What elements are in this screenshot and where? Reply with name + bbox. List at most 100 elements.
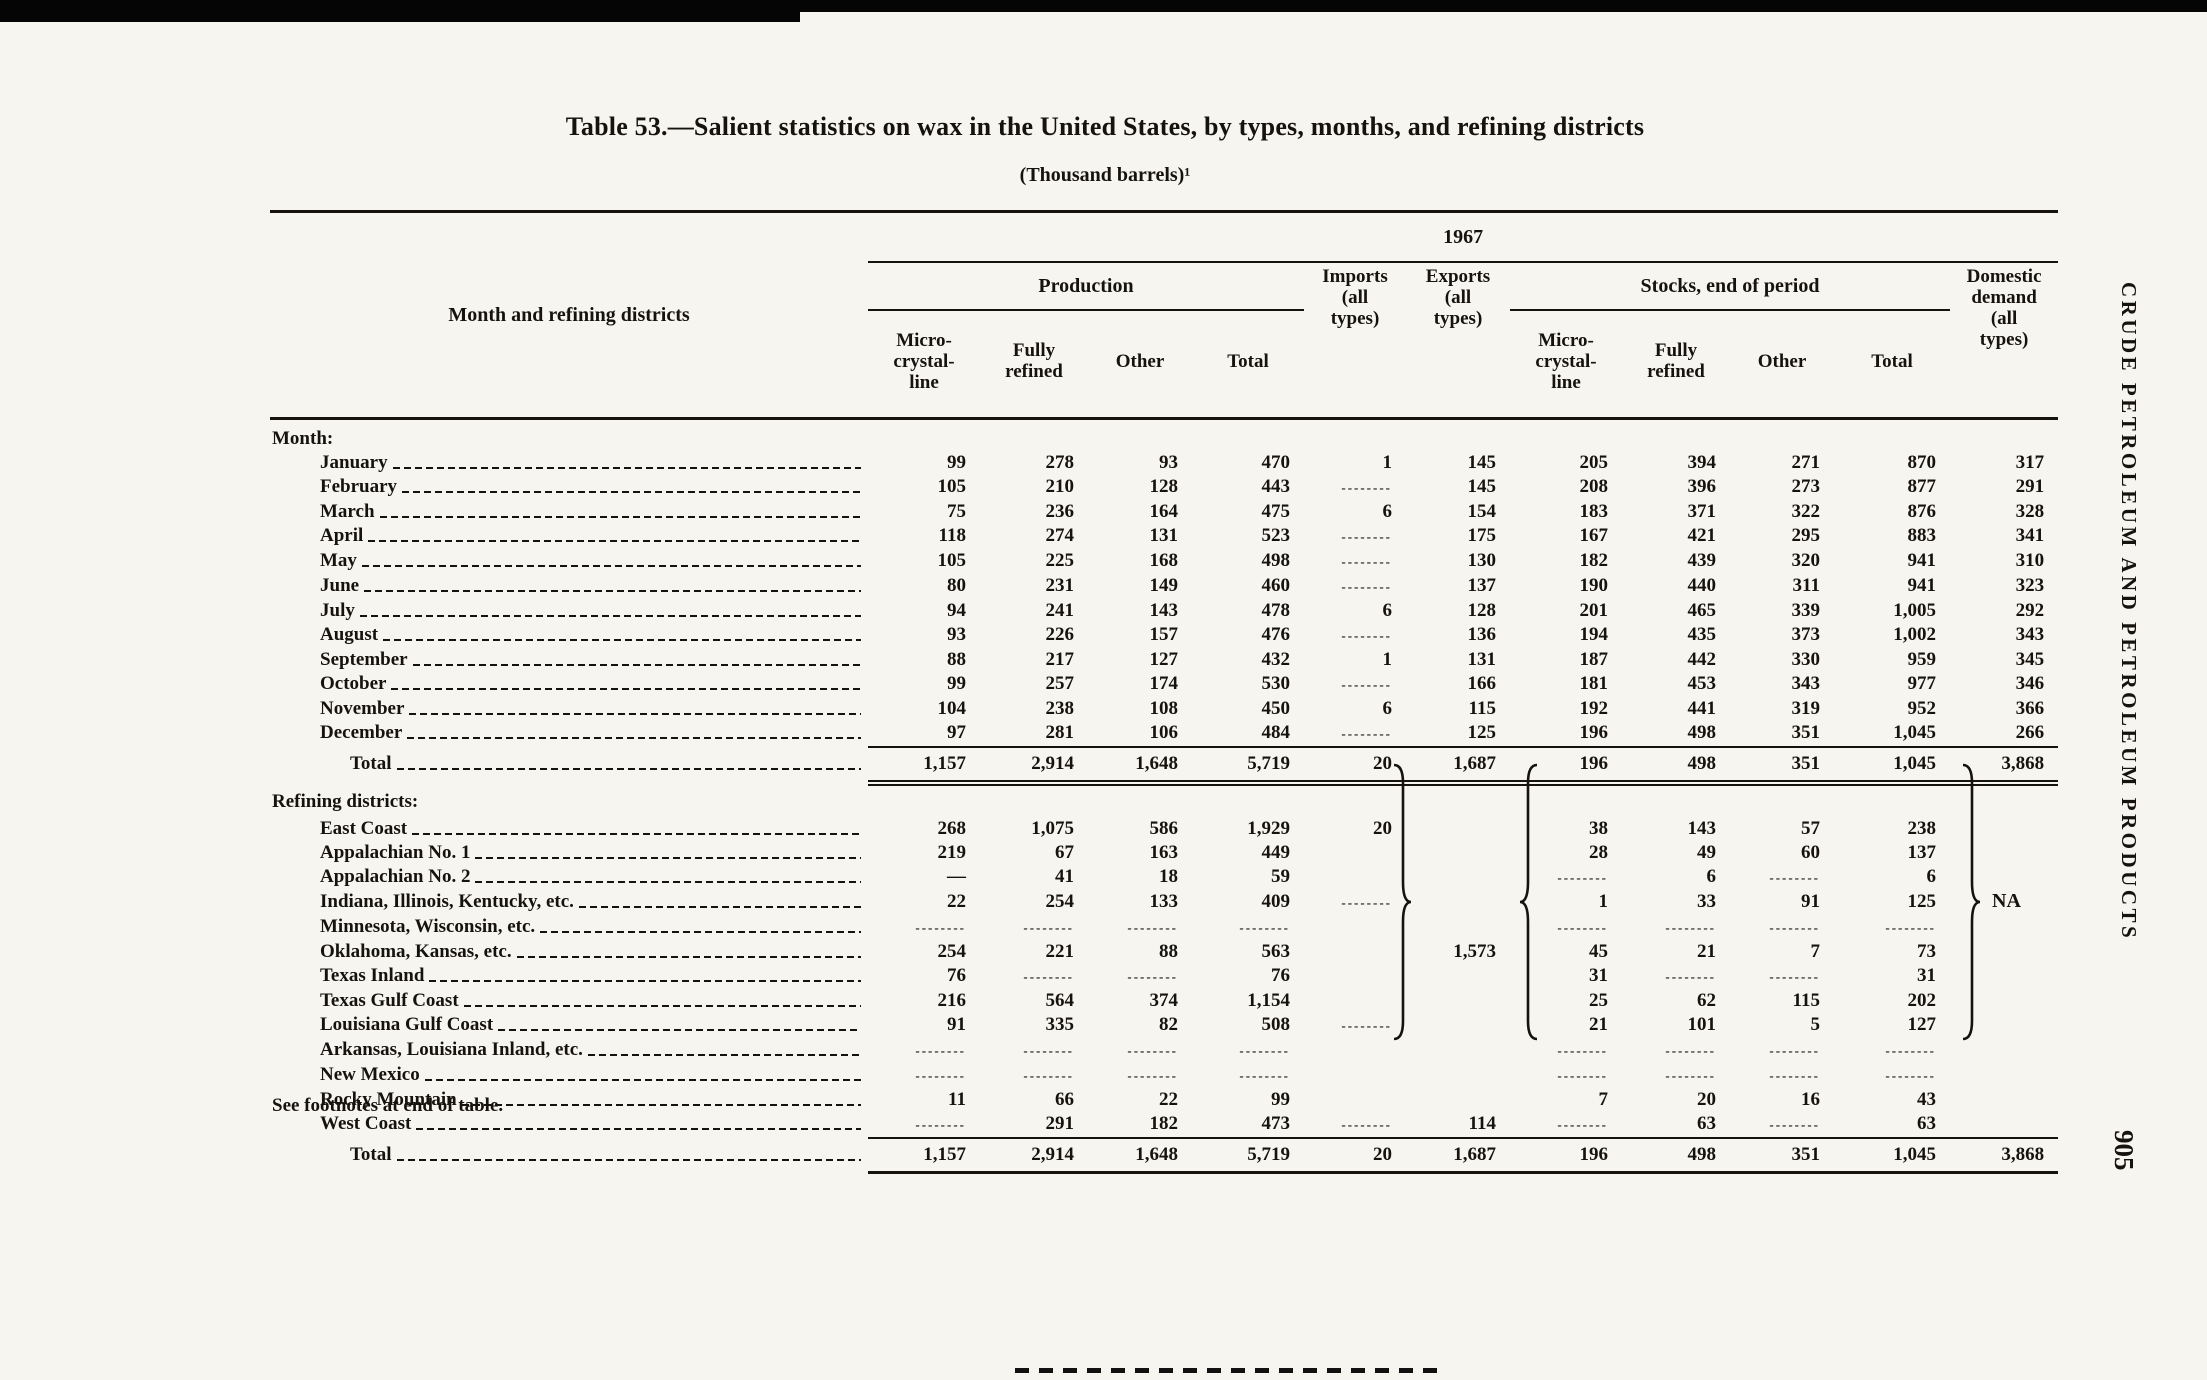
value-cell (1406, 915, 1510, 940)
sub-header-row: Micro- crystal- line Fully refined Other… (270, 310, 2058, 420)
value-cell: 439 (1687, 550, 1717, 571)
dash-leader (412, 832, 861, 835)
table-row: July 94 241 143 478 6 128 201 465 339 1,005 292 (270, 599, 2058, 623)
section-heading-row: Refining districts: (270, 783, 2058, 817)
value-cell: 435 (1687, 624, 1717, 645)
dash-leader (383, 638, 861, 641)
value-cell: 149 (1149, 575, 1179, 596)
value-cell: 470 (1261, 452, 1291, 473)
value-cell: 335 (1045, 1014, 1075, 1035)
value-cell: 351 (1730, 1137, 1834, 1174)
value-cell: 168 (1149, 550, 1179, 571)
value-cell: 6 (1382, 501, 1393, 522)
value-cell (1834, 419, 1950, 452)
row-label: September (320, 649, 408, 670)
value-cell: 5,719 (1192, 746, 1304, 786)
table-row: Minnesota, Wisconsin, etc. -------- ------… (270, 915, 2058, 940)
row-label-cell: Refining districts: (270, 783, 868, 817)
value-cell: 157 (1149, 624, 1179, 645)
value-cell: -------- (1341, 480, 1392, 495)
value-cell: -------- (1885, 1068, 1936, 1083)
table-row: Rocky Mountain 11 66 22 99 7 20 16 43 (270, 1088, 2058, 1112)
value-cell: 194 (1579, 624, 1609, 645)
value-cell: 131 (1149, 525, 1179, 546)
dash-leader (429, 979, 861, 982)
value-cell: 205 (1579, 452, 1609, 473)
value-cell (1088, 783, 1192, 817)
value-cell: 449 (1261, 842, 1291, 863)
value-cell: 225 (1045, 550, 1075, 571)
table-row: East Coast 268 1,075 586 1,929 20 38 143 57 238 (270, 817, 2058, 841)
value-cell: 311 (1792, 575, 1820, 596)
value-cell: 31 (1589, 965, 1608, 986)
value-cell: -------- (1341, 895, 1392, 910)
value-cell: 421 (1687, 525, 1717, 546)
value-cell: -------- (1557, 920, 1608, 935)
row-label-cell: Indiana, Illinois, Kentucky, etc. (270, 890, 868, 915)
production-micro-header: Micro- crystal- line (868, 310, 980, 420)
value-cell: 101 (1687, 1014, 1717, 1035)
value-cell: 88 (947, 649, 966, 670)
table-row: December 97 281 106 484 -------- 125 196 498 351 1… (270, 721, 2058, 747)
value-cell: 373 (1791, 624, 1821, 645)
value-cell: -------- (1239, 1043, 1290, 1058)
row-label-cell: Arkansas, Louisiana Inland, etc. (270, 1038, 868, 1063)
value-cell: 43 (1917, 1089, 1936, 1110)
row-label: November (320, 698, 405, 719)
value-cell: 192 (1579, 698, 1609, 719)
value-cell: 959 (1907, 649, 1937, 670)
value-cell: 106 (1149, 722, 1179, 743)
value-cell (1950, 1088, 2058, 1112)
table-body: Month: January 99 278 93 470 1 145 205 394 271 870 3… (270, 419, 2059, 1174)
value-cell: 876 (1907, 501, 1937, 522)
value-cell: 190 (1579, 575, 1609, 596)
value-cell: -------- (1341, 1117, 1392, 1132)
value-cell: 115 (1468, 698, 1496, 719)
row-label-cell: December (270, 721, 868, 747)
row-label: Appalachian No. 2 (320, 866, 471, 887)
value-cell: 166 (1467, 673, 1497, 694)
dash-leader (359, 614, 861, 617)
dash-leader (364, 589, 861, 592)
dash-leader (416, 1127, 861, 1130)
value-cell: -------- (1239, 1068, 1290, 1083)
value-cell: -------- (1341, 1018, 1392, 1033)
value-cell: 127 (1907, 1014, 1937, 1035)
scan-artifact-bottom-marks (1015, 1368, 1445, 1373)
value-cell: 530 (1261, 673, 1291, 694)
value-cell: 432 (1261, 649, 1291, 670)
value-cell: 1,157 (868, 1137, 980, 1174)
value-cell: 1,154 (1247, 990, 1290, 1011)
demand-column-header: Domestic demand (all types) (1950, 262, 2059, 420)
value-cell: 196 (1510, 1137, 1622, 1174)
row-label-cell: Rocky Mountain (270, 1088, 868, 1112)
value-cell: 219 (937, 842, 967, 863)
value-cell: 75 (947, 501, 966, 522)
value-cell: 7 (1598, 1089, 1609, 1110)
value-cell: 343 (1791, 673, 1821, 694)
value-cell: 273 (1791, 476, 1821, 497)
value-cell: -------- (1023, 1043, 1074, 1058)
value-cell: 877 (1907, 476, 1937, 497)
value-cell: 1,005 (1893, 600, 1936, 621)
dash-leader (407, 736, 861, 739)
value-cell: -------- (915, 1117, 966, 1132)
value-cell (1406, 841, 1510, 865)
value-cell: 281 (1045, 722, 1075, 743)
value-cell: 99 (947, 452, 966, 473)
value-cell: 127 (1149, 649, 1179, 670)
table-row: New Mexico -------- -------- -------- ------… (270, 1063, 2058, 1088)
value-cell (1304, 1063, 1406, 1088)
value-cell: 498 (1622, 1137, 1730, 1174)
value-cell: 274 (1045, 525, 1075, 546)
value-cell: 174 (1149, 673, 1179, 694)
value-cell: 1,045 (1834, 746, 1950, 786)
value-cell: 202 (1907, 990, 1937, 1011)
value-cell (1406, 1063, 1510, 1088)
value-cell: 442 (1687, 649, 1717, 670)
value-cell: 93 (947, 624, 966, 645)
row-label: Texas Gulf Coast (320, 990, 459, 1011)
value-cell: 62 (1697, 990, 1716, 1011)
value-cell: 11 (948, 1089, 966, 1110)
